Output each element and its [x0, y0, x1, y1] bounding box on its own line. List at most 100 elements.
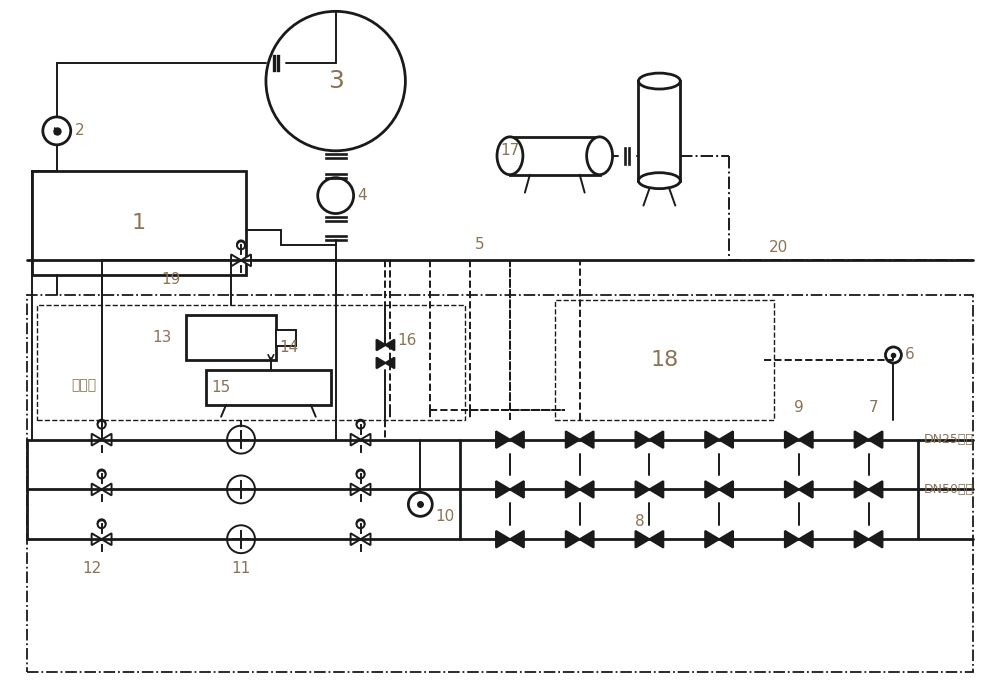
Polygon shape [580, 481, 594, 498]
Polygon shape [376, 339, 385, 350]
Polygon shape [799, 481, 813, 498]
Polygon shape [719, 481, 733, 498]
Polygon shape [92, 484, 102, 496]
Polygon shape [799, 431, 813, 448]
Circle shape [318, 178, 354, 214]
Bar [32, 171, 246, 276]
Bar [555, 301, 774, 420]
Polygon shape [649, 481, 663, 498]
Polygon shape [496, 481, 510, 498]
Text: DN25管线: DN25管线 [923, 433, 973, 446]
Text: DN50管线: DN50管线 [923, 483, 973, 496]
Text: 14: 14 [279, 341, 298, 355]
Polygon shape [869, 531, 882, 548]
Ellipse shape [638, 173, 680, 189]
Polygon shape [580, 431, 594, 448]
Bar [276, 330, 296, 346]
Bar [37, 305, 465, 420]
Polygon shape [496, 431, 510, 448]
Polygon shape [510, 531, 524, 548]
Circle shape [227, 525, 255, 553]
Polygon shape [785, 431, 799, 448]
Circle shape [98, 471, 106, 478]
Circle shape [357, 519, 365, 527]
Polygon shape [351, 484, 361, 496]
Polygon shape [361, 434, 371, 446]
Text: 回水箱: 回水箱 [72, 378, 97, 392]
Polygon shape [635, 481, 649, 498]
Circle shape [227, 475, 255, 503]
Polygon shape [635, 531, 649, 548]
Polygon shape [869, 481, 882, 498]
Text: 3: 3 [328, 69, 344, 93]
Circle shape [237, 240, 245, 248]
Text: 13: 13 [152, 330, 171, 345]
Text: 7: 7 [869, 400, 878, 415]
Polygon shape [351, 434, 361, 446]
Text: 20: 20 [769, 240, 788, 255]
Polygon shape [705, 431, 719, 448]
Polygon shape [102, 434, 112, 446]
Circle shape [357, 471, 365, 478]
Polygon shape [799, 531, 813, 548]
Circle shape [227, 425, 255, 454]
Bar [510, 137, 600, 175]
Circle shape [408, 493, 432, 516]
Text: 5: 5 [475, 237, 485, 253]
Polygon shape [510, 431, 524, 448]
Polygon shape [649, 531, 663, 548]
Text: 19: 19 [161, 272, 181, 287]
Ellipse shape [497, 137, 523, 175]
Text: 2: 2 [75, 124, 84, 138]
Polygon shape [785, 531, 799, 548]
Text: 10: 10 [435, 509, 455, 524]
Circle shape [357, 520, 365, 528]
Polygon shape [102, 533, 112, 545]
Polygon shape [361, 533, 371, 545]
Bar [638, 81, 680, 180]
Polygon shape [496, 531, 510, 548]
Polygon shape [855, 431, 869, 448]
Circle shape [357, 420, 365, 428]
Polygon shape [351, 533, 361, 545]
Polygon shape [385, 339, 394, 350]
Polygon shape [705, 481, 719, 498]
Polygon shape [566, 531, 580, 548]
Circle shape [237, 242, 245, 249]
Circle shape [357, 469, 365, 477]
Text: 1: 1 [132, 213, 146, 233]
Polygon shape [855, 481, 869, 498]
Circle shape [98, 421, 106, 429]
Circle shape [98, 519, 106, 527]
Polygon shape [102, 484, 112, 496]
Circle shape [98, 469, 106, 477]
Polygon shape [635, 431, 649, 448]
Bar [206, 370, 331, 405]
Text: 16: 16 [397, 332, 417, 348]
Bar [186, 315, 276, 360]
Circle shape [357, 421, 365, 429]
Polygon shape [566, 431, 580, 448]
Text: 9: 9 [794, 400, 804, 415]
Polygon shape [869, 431, 882, 448]
Text: 6: 6 [905, 348, 915, 362]
Text: 17: 17 [500, 143, 519, 158]
Polygon shape [855, 531, 869, 548]
Polygon shape [231, 255, 241, 266]
Bar [565, 310, 764, 409]
Polygon shape [719, 431, 733, 448]
Bar [27, 295, 973, 672]
Polygon shape [705, 531, 719, 548]
Text: 11: 11 [231, 561, 251, 576]
Polygon shape [385, 357, 394, 369]
Circle shape [98, 420, 106, 428]
Circle shape [266, 11, 405, 151]
Circle shape [885, 347, 901, 363]
Polygon shape [785, 481, 799, 498]
Polygon shape [580, 531, 594, 548]
Polygon shape [92, 434, 102, 446]
Polygon shape [510, 481, 524, 498]
Polygon shape [649, 431, 663, 448]
Circle shape [43, 117, 71, 145]
Polygon shape [566, 481, 580, 498]
